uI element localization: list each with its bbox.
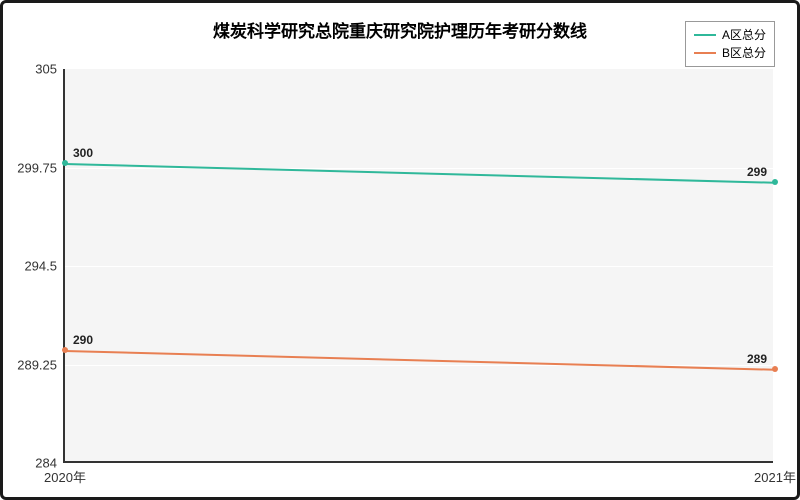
x-tick-label: 2021年 xyxy=(754,461,796,486)
y-tick-label: 305 xyxy=(35,62,65,77)
data-point xyxy=(62,347,68,353)
legend-item: A区总分 xyxy=(694,26,766,44)
legend-swatch-a xyxy=(694,34,716,36)
x-tick-label: 2020年 xyxy=(44,461,86,486)
point-label: 290 xyxy=(73,333,93,347)
legend-swatch-b xyxy=(694,52,716,54)
y-tick-label: 294.5 xyxy=(24,259,65,274)
y-tick-label: 289.25 xyxy=(17,357,65,372)
legend: A区总分 B区总分 xyxy=(685,21,775,67)
plot-area: 284289.25294.5299.753052020年2021年3002992… xyxy=(63,69,773,463)
chart-title: 煤炭科学研究总院重庆研究院护理历年考研分数线 xyxy=(213,17,587,42)
point-label: 289 xyxy=(747,352,767,366)
legend-label: A区总分 xyxy=(722,26,766,44)
y-tick-label: 299.75 xyxy=(17,160,65,175)
chart-container: 煤炭科学研究总院重庆研究院护理历年考研分数线 A区总分 B区总分 284289.… xyxy=(0,0,800,500)
data-point xyxy=(772,179,778,185)
legend-item: B区总分 xyxy=(694,44,766,62)
data-point xyxy=(772,366,778,372)
point-label: 300 xyxy=(73,146,93,160)
series-line xyxy=(65,350,775,371)
data-point xyxy=(62,160,68,166)
series-line xyxy=(65,163,775,184)
legend-label: B区总分 xyxy=(722,44,766,62)
grid-line xyxy=(65,266,773,267)
point-label: 299 xyxy=(747,165,767,179)
